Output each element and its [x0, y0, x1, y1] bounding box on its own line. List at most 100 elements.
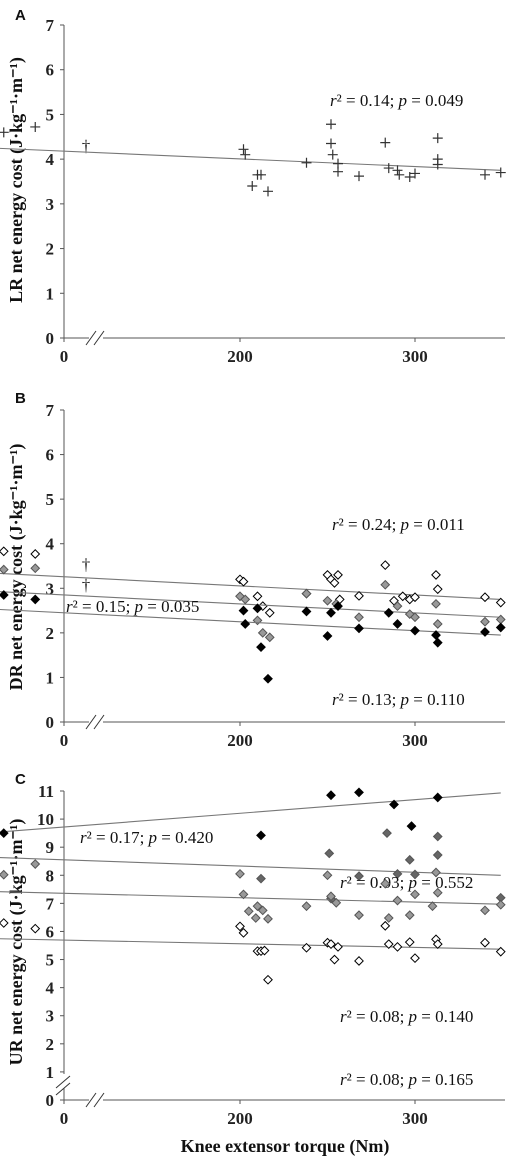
data-point: [264, 607, 275, 618]
data-point: [301, 606, 312, 617]
y-tick-label: 9: [46, 838, 55, 857]
data-point: [301, 157, 312, 168]
x-tick-label: 300: [402, 1109, 428, 1128]
y-axis-label: UR net energy cost (J·kg⁻¹·m⁻¹): [6, 819, 27, 1066]
data-point: [480, 169, 490, 180]
data-point: [333, 166, 343, 177]
data-point: [326, 939, 336, 950]
data-point: [326, 119, 336, 130]
data-point: [480, 937, 490, 948]
data-point: [404, 172, 415, 183]
data-point: [30, 859, 41, 869]
data-point: [0, 590, 9, 600]
data-point: [333, 941, 343, 952]
data-point: [263, 974, 273, 985]
data-point: [240, 149, 251, 160]
axis-break-mark: [85, 330, 97, 346]
data-point: [410, 953, 420, 964]
data-point: [0, 127, 9, 138]
outlier-dagger: †: [82, 555, 91, 574]
data-point: [410, 869, 420, 880]
data-point: [432, 792, 443, 803]
data-point: [382, 828, 392, 839]
panel-label: A: [15, 7, 26, 24]
data-point: [259, 945, 270, 956]
y-tick-label: 4: [46, 979, 55, 998]
outlier-dagger: †: [82, 137, 91, 156]
data-point: [410, 889, 420, 900]
data-point: [333, 601, 343, 612]
data-point: [247, 180, 258, 191]
axis-break-mark: [93, 330, 105, 346]
data-point: [301, 588, 312, 599]
y-tick-label: 5: [46, 951, 55, 970]
data-point: [0, 918, 9, 928]
data-point: [252, 591, 263, 602]
data-point: [404, 854, 415, 865]
data-point: [380, 920, 391, 931]
y-tick-label: 4: [46, 150, 55, 169]
y-tick-label: 3: [46, 1007, 55, 1026]
data-point: [329, 578, 340, 588]
y-tick-label: 2: [46, 240, 55, 259]
data-point: [495, 614, 506, 625]
trend-line: [0, 147, 501, 171]
axis-break-mark: [93, 1092, 105, 1108]
series-B-2: r² = 0.15; p = 0.035: [0, 563, 506, 643]
data-point: [326, 891, 336, 902]
data-point: [404, 910, 415, 921]
data-point: [432, 637, 443, 648]
y-tick-label: 7: [46, 16, 55, 35]
data-point: [252, 901, 263, 912]
data-point: [432, 887, 443, 898]
data-point: [480, 627, 490, 637]
data-point: [263, 186, 273, 197]
data-point: [431, 630, 441, 640]
data-point: [354, 956, 364, 966]
data-point: [322, 595, 333, 606]
data-point: [383, 607, 394, 618]
x-tick-label: 200: [227, 731, 253, 750]
data-point: [383, 939, 394, 950]
data-point: [326, 607, 336, 618]
data-point: [30, 594, 41, 605]
y-tick-label: 3: [46, 579, 55, 598]
data-point: [264, 632, 275, 643]
data-point: [495, 597, 506, 608]
panel-A: A 0 1 2 3 4 5 6 7 0 200 300 LR net energy cost (J·kg…: [0, 7, 506, 366]
y-tick-label: 6: [46, 61, 55, 80]
data-point: [327, 149, 338, 160]
data-point: [301, 942, 312, 953]
data-point: [380, 579, 391, 590]
trend-line: [0, 572, 501, 600]
data-point: [235, 591, 245, 602]
y-tick-label: 6: [46, 446, 55, 465]
data-point: [240, 594, 251, 605]
data-point: [0, 869, 9, 880]
data-point: [392, 619, 403, 629]
data-point: [392, 165, 403, 176]
trend-line: [0, 857, 501, 876]
y-tick-label: 1: [46, 668, 55, 687]
data-point: [30, 563, 41, 574]
data-point: [392, 895, 403, 906]
data-point: [326, 138, 336, 149]
stat-annotation: r² = 0.08; p = 0.165: [340, 1070, 473, 1089]
data-point: [329, 954, 340, 965]
data-point: [431, 570, 441, 580]
axis-break-gap: [89, 1094, 103, 1106]
outlier-dagger: †: [82, 576, 91, 595]
y-tick-label: 7: [46, 401, 55, 420]
data-point: [495, 899, 506, 910]
x-tick-label: 300: [402, 347, 428, 366]
data-point: [495, 622, 506, 633]
y-tick-label: 0: [46, 1091, 55, 1110]
series-C-4: r² = 0.08; p = 0.165: [0, 918, 506, 1089]
data-point: [383, 913, 394, 923]
data-point: [30, 549, 41, 559]
y-tick-label: 0: [46, 713, 55, 732]
data-point: [432, 159, 443, 170]
data-point: [431, 867, 441, 878]
stat-annotation: r² = 0.08; p = 0.140: [340, 1007, 473, 1026]
data-point: [404, 937, 415, 948]
